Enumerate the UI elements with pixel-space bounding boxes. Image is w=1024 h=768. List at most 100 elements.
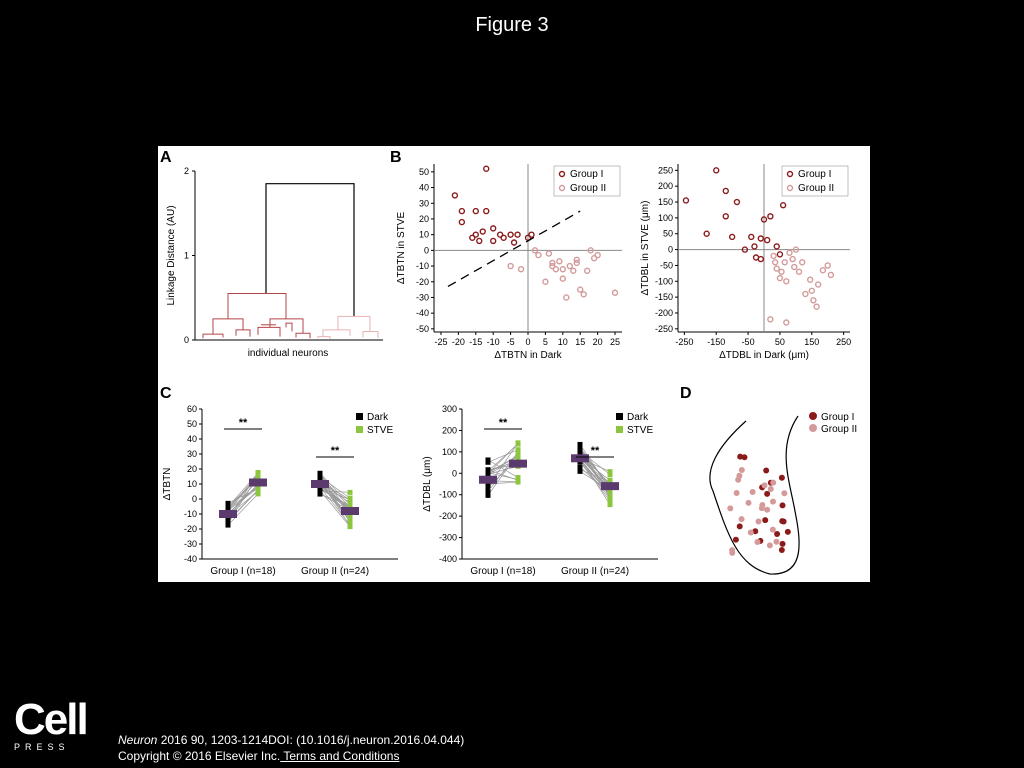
map-point-group-i [774,531,781,538]
map-point-group-ii [754,538,761,545]
scatter-tbtn-point-group-ii [542,278,549,285]
scatter-tbtn-point-group-ii [583,267,591,274]
scatter-tbtn-point-group-ii [549,259,556,267]
anatomical-outline [709,415,800,575]
paired-tdbl-stve-point [515,475,521,481]
scatter-tbtn-legend-box [553,165,621,197]
scatter-tdbl-x-tick-label: 250 [836,337,851,347]
terms-link[interactable]: Terms and Conditions [280,749,400,763]
map-point-group-i [732,536,739,543]
paired-tbtn-stve-point [347,515,353,521]
scatter-tdbl-y-tick-label: -250 [655,324,673,334]
scatter-tbtn-legend-marker [558,170,566,178]
scatter-tdbl-point-group-i [682,197,690,204]
scatter-tbtn-point-group-i [483,165,490,172]
paired-tdbl-pair-line [487,449,519,463]
paired-tbtn-y-tick-label: 30 [187,449,197,459]
scatter-tdbl-point-group-ii [824,262,831,269]
scatter-tdbl-point-group-ii [783,319,790,326]
scatter-tbtn-point-group-ii [559,275,567,282]
scatter-tbtn-point-group-i [472,207,479,215]
scatter-tbtn-point-group-ii [566,262,573,270]
paired-tbtn-dark-point [317,491,323,497]
map-point-group-ii [761,482,768,489]
scatter-tbtn-point-group-ii [594,251,601,259]
paired-tdbl-dark-point [577,444,583,450]
scatter-tbtn-point-group-i [458,207,466,215]
cell-press-logo: Cell PRESS [14,695,89,753]
paired-tbtn-legend-marker [356,426,363,433]
scatter-tdbl-y-tick-label: 200 [658,181,673,191]
map-point-group-ii [764,506,771,513]
paired-tdbl-dark-point [577,450,583,456]
scatter-tdbl-point-group-i [779,202,787,209]
paired-tbtn-category-label: Group II (n=24) [301,566,369,577]
paired-tbtn-significance-mark: ** [331,445,340,457]
scatter-tdbl-point-group-ii [792,246,800,253]
map-point-group-i [779,502,786,509]
paired-tdbl-legend-label: Dark [627,412,649,423]
scatter-tbtn-point-group-ii [570,267,577,274]
dendrogram-group-ii-link [317,336,331,340]
paired-tbtn-stve-point [347,500,353,506]
map-point-group-ii [736,472,743,479]
paired-tdbl-y-tick-label: 300 [442,404,457,414]
dendrogram-y-tick-label: 1 [184,251,189,261]
scatter-tbtn-point-group-ii [573,259,580,267]
scatter-tbtn-legend-label: Group I [570,169,603,180]
dendrogram-group-i-link [212,318,244,335]
scatter-tbtn-x-tick-label: 15 [575,337,585,347]
dendrogram-group-i-link [235,329,251,337]
map-point-group-i [737,453,744,460]
scatter-tdbl-point-group-i [722,213,729,220]
scatter-tdbl-point-group-ii [771,259,779,266]
paired-tdbl-pair-line [579,461,611,499]
scatter-tbtn-x-tick-label: 10 [558,337,568,347]
paired-tbtn-stve-point [347,523,353,529]
paired-tbtn-category-label: Group I (n=18) [210,566,275,577]
paired-tbtn-y-tick-label: 10 [187,479,197,489]
scatter-tdbl-point-group-ii [819,266,827,274]
scatter-tdbl-point-group-ii [781,259,788,266]
scatter-tbtn-point-group-i [476,237,483,245]
journal-name: Neuron [118,733,158,747]
map-point-group-ii [769,526,776,533]
scatter-tbtn-point-group-ii [535,251,542,259]
paired-tbtn-stve-point [347,518,353,524]
paired-tdbl-pair-line [487,459,519,478]
paired-tdbl-pair-line [579,444,611,490]
panel-label-d: D [680,385,692,402]
paired-tbtn-dark-point [317,474,323,480]
scatter-tbtn-legend-marker [558,184,566,192]
paired-tdbl-pair-line [487,469,519,481]
paired-tdbl-pair-line [579,461,611,502]
paired-tbtn-y-tick-label: -20 [184,524,197,534]
scatter-tdbl-point-group-i [713,167,720,174]
scatter-tbtn-y-tick-label: -10 [416,261,429,271]
paired-tdbl-dark-point [485,489,491,495]
map-legend-label: Group I [821,412,854,423]
paired-tdbl-stve-point [607,489,613,495]
scatter-tbtn-point-group-ii [507,262,514,270]
paired-tdbl-y-label: ΔTDBL (μm) [422,456,433,511]
map-point-group-i [784,528,791,535]
scatter-tdbl-point-group-ii [789,255,796,263]
paired-tbtn-y-tick-label: 60 [187,404,197,414]
map-point-group-i [778,547,785,554]
scatter-tdbl-y-tick-label: -100 [655,276,673,286]
slide-title: Figure 3 [475,14,549,36]
map-point-group-ii [747,529,754,536]
paired-tdbl-y-tick-label: -300 [439,533,457,543]
dendrogram-group-ii-link [337,315,371,332]
dendrogram-y-label: Linkage Distance (AU) [166,205,177,305]
map-legend-marker [809,412,817,420]
scatter-tbtn-x-tick-label: -25 [434,337,447,347]
scatter-tdbl-legend-label: Group I [798,169,831,180]
cell-logo-text: Cell [14,695,89,744]
map-legend-label: Group II [821,424,857,435]
paired-tbtn-y-tick-label: 0 [192,494,197,504]
paired-tdbl-dark-mean [479,475,497,484]
scatter-tdbl-point-group-ii [802,290,809,298]
figure-3-panel: A B C D 0 1 2 Linkage Distance (AU) individual n… [158,146,870,582]
scatter-tdbl-point-group-i [776,251,784,258]
